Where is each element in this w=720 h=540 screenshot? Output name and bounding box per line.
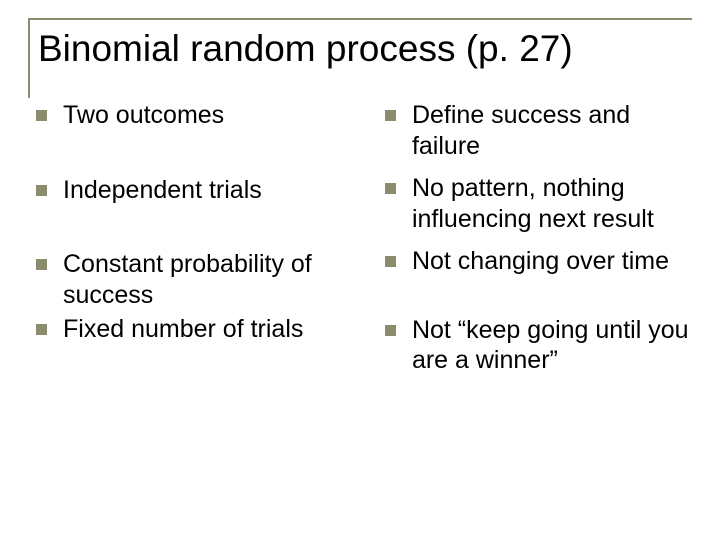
title-container: Binomial random process (p. 27): [28, 18, 692, 100]
list-item: Not “keep going until you are a winner”: [385, 315, 696, 376]
square-bullet-icon: [36, 259, 47, 270]
left-column: Two outcomes Independent trials Constant…: [36, 100, 373, 406]
square-bullet-icon: [36, 110, 47, 121]
list-item: Two outcomes: [36, 100, 373, 131]
list-item-text: Define success and failure: [412, 100, 696, 161]
list-item-text: No pattern, nothing influencing next res…: [412, 173, 696, 234]
list-item-text: Not changing over time: [412, 246, 696, 277]
square-bullet-icon: [385, 110, 396, 121]
slide: Binomial random process (p. 27) Two outc…: [0, 0, 720, 540]
list-item-text: Not “keep going until you are a winner”: [412, 315, 696, 376]
square-bullet-icon: [36, 185, 47, 196]
square-bullet-icon: [385, 183, 396, 194]
list-item: Fixed number of trials: [36, 314, 373, 345]
list-item-text: Fixed number of trials: [63, 314, 373, 345]
square-bullet-icon: [36, 324, 47, 335]
square-bullet-icon: [385, 256, 396, 267]
square-bullet-icon: [385, 325, 396, 336]
content-columns: Two outcomes Independent trials Constant…: [28, 100, 692, 406]
list-item-text: Two outcomes: [63, 100, 373, 131]
list-item: Constant probability of success: [36, 249, 373, 310]
list-item: Define success and failure: [385, 100, 696, 161]
list-item-text: Constant probability of success: [63, 249, 373, 310]
list-item: No pattern, nothing influencing next res…: [385, 173, 696, 234]
slide-title: Binomial random process (p. 27): [28, 18, 692, 70]
list-item: Independent trials: [36, 175, 373, 206]
title-left-rule: [28, 18, 30, 98]
right-column: Define success and failure No pattern, n…: [385, 100, 696, 406]
title-top-rule: [28, 18, 692, 20]
list-item: Not changing over time: [385, 246, 696, 277]
list-item-text: Independent trials: [63, 175, 373, 206]
